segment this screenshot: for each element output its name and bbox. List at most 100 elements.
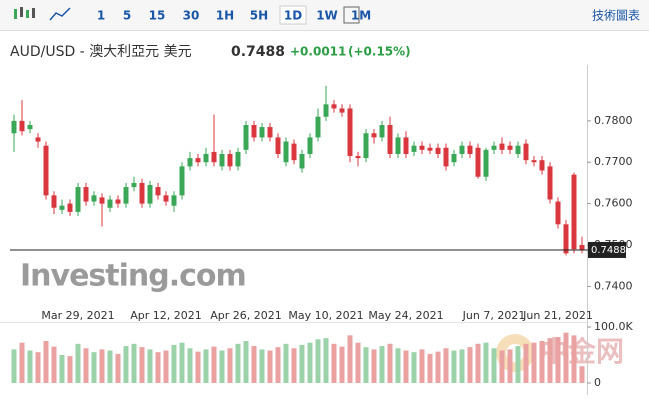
candle-body [115, 199, 121, 204]
x-tick-label: Mar 29, 2021 [41, 309, 114, 322]
volume-bar [227, 348, 233, 383]
candle-body [291, 143, 297, 161]
candle-body [467, 145, 473, 154]
volume-bar [219, 350, 225, 383]
volume-bar [163, 350, 169, 383]
volume-bar [131, 343, 137, 383]
y-tick-label: 0.7600 [594, 197, 633, 210]
volume-bar [195, 351, 201, 383]
candle-body [179, 166, 185, 196]
volume-bar [275, 347, 281, 383]
volume-bar [491, 348, 497, 383]
candle-icon[interactable] [14, 7, 35, 19]
candle-body [259, 127, 265, 138]
candle-body [27, 125, 33, 130]
candle-body [355, 156, 361, 159]
volume-bar [179, 342, 185, 383]
volume-bar [435, 351, 441, 383]
volume-bar [35, 352, 41, 383]
candle-body [411, 145, 417, 152]
candle-body [395, 137, 401, 154]
candle-body [563, 224, 569, 254]
interval-button[interactable]: 1D [284, 9, 302, 23]
volume-bar [339, 346, 345, 383]
candle-body [507, 145, 513, 150]
y2-tick-label: 0 [594, 376, 601, 389]
volume-bar [403, 350, 409, 383]
interval-button[interactable]: 1 [97, 9, 105, 23]
volume-bar [51, 346, 57, 383]
interval-button[interactable]: 5 [123, 9, 131, 23]
volume-bar [203, 349, 209, 383]
candle-body [11, 120, 17, 134]
volume-bar [259, 349, 265, 383]
candle-body [571, 174, 577, 250]
candle-body [99, 197, 105, 204]
candle-body [547, 166, 553, 200]
candle-body [203, 153, 209, 163]
volume-bar [475, 343, 481, 383]
volume-bar [419, 349, 425, 383]
active-interval [279, 5, 307, 25]
x-tick-label: May 24, 2021 [368, 309, 443, 322]
candle-body [539, 160, 545, 171]
toolbar [0, 0, 649, 30]
volume-bar [251, 346, 257, 383]
volume-bar [331, 343, 337, 383]
candle-body [219, 153, 225, 167]
candle-body [523, 143, 529, 161]
volume-bar [235, 343, 241, 383]
candle-body [499, 143, 505, 150]
volume-bar [315, 339, 321, 383]
volume-bar [555, 337, 561, 383]
volume-bar [147, 349, 153, 383]
volume-bar [547, 338, 553, 383]
y2-tick-label: 100.0K [594, 320, 633, 333]
candle-body [379, 125, 385, 138]
volume-bar [579, 366, 585, 383]
candle-body [67, 203, 73, 212]
volume-bar [83, 348, 89, 383]
chart-tool[interactable]: 技術圖表 [592, 9, 640, 23]
volume-bar [459, 349, 465, 383]
interval-button[interactable]: 30 [183, 9, 200, 23]
candle-body [155, 187, 161, 196]
volume-bar [171, 344, 177, 383]
volume-bar [75, 343, 81, 383]
last-price-badge [588, 241, 626, 258]
x-tick-label: Apr 26, 2021 [210, 309, 282, 322]
volume-bar [499, 350, 505, 383]
volume-bar [531, 342, 537, 383]
interval-button[interactable]: 15 [149, 9, 166, 23]
interval-button[interactable]: 1H [216, 9, 234, 23]
change: +0.0011 [290, 45, 346, 59]
x-tick-label: Jun 21, 2021 [522, 309, 593, 322]
volume-bar [563, 332, 569, 383]
chart-title: AUD/USD - 澳大利亞元 美元 [10, 44, 192, 60]
candle-body [427, 147, 433, 151]
candle-body [299, 153, 305, 169]
volume-bar [11, 349, 17, 383]
volume-bar [507, 349, 513, 383]
volume-bar [115, 353, 121, 383]
candle-body [459, 145, 465, 154]
candle-body [35, 137, 41, 142]
y-tick-label: 0.7700 [594, 155, 633, 168]
volume-bar [267, 350, 273, 383]
candle-body [483, 149, 489, 177]
interval-button[interactable]: 1M [351, 9, 371, 23]
candle-body [19, 120, 25, 132]
last-price-label: 0.7488 [591, 245, 626, 256]
volume-bar [347, 335, 353, 383]
interval-button[interactable]: 5H [250, 9, 268, 23]
volume-bar [187, 348, 193, 383]
line-icon[interactable] [49, 7, 71, 21]
volume-bar [363, 347, 369, 383]
candle-body [187, 158, 193, 167]
volume-bar [291, 348, 297, 383]
settings-icon[interactable] [343, 6, 360, 24]
candle-body [347, 108, 353, 157]
interval-button[interactable]: 1W [316, 9, 338, 23]
volume-bar [67, 356, 73, 383]
candle-body [171, 195, 177, 206]
